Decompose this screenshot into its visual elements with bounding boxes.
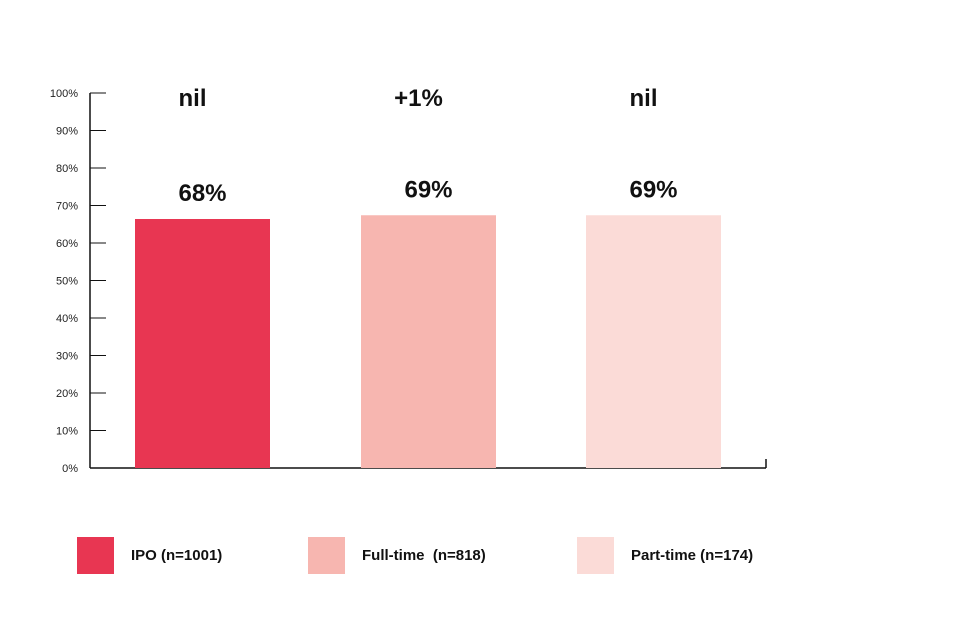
bar-labels: nil 68% +1% 69% nil 69%: [178, 85, 677, 207]
y-tick-label: 80%: [56, 163, 78, 175]
change-label: +1%: [394, 85, 443, 112]
data-label: 69%: [629, 176, 677, 203]
y-tick-label: 30%: [56, 351, 78, 363]
y-tick-label: 20%: [56, 388, 78, 400]
legend-label-ipo: IPO (n=1001): [131, 546, 223, 564]
legend-label-full-time: Full-time (n=818): [362, 546, 486, 564]
legend-swatch-part-time: [577, 536, 614, 574]
legend-swatch-full-time: [308, 536, 345, 574]
legend-item-ipo: IPO (n=1001): [77, 536, 222, 574]
y-tick-label: 10%: [56, 426, 78, 438]
legend-label-part-time: Part-time (n=174): [631, 546, 754, 564]
legend-item-part-time: Part-time (n=174): [577, 536, 753, 574]
y-tick-label: 60%: [56, 238, 78, 250]
bars: [135, 215, 721, 468]
legend: IPO (n=1001) Full-time (n=818) Part-time…: [0, 536, 960, 574]
y-tick-label: 100%: [50, 88, 78, 100]
legend-swatch-ipo: [77, 536, 114, 574]
data-label: 68%: [178, 180, 226, 207]
bar: [586, 215, 721, 468]
y-tick-label: 70%: [56, 201, 78, 213]
y-tick-label: 50%: [56, 276, 78, 288]
y-tick-label: 90%: [56, 126, 78, 138]
bar: [135, 219, 270, 468]
change-label: nil: [179, 85, 207, 112]
legend-item-full-time: Full-time (n=818): [308, 536, 486, 574]
y-tick-label: 40%: [56, 313, 78, 325]
data-label: 69%: [404, 176, 452, 203]
bar: [361, 215, 496, 468]
change-label: nil: [630, 85, 658, 112]
y-tick-label: 0%: [62, 463, 78, 475]
